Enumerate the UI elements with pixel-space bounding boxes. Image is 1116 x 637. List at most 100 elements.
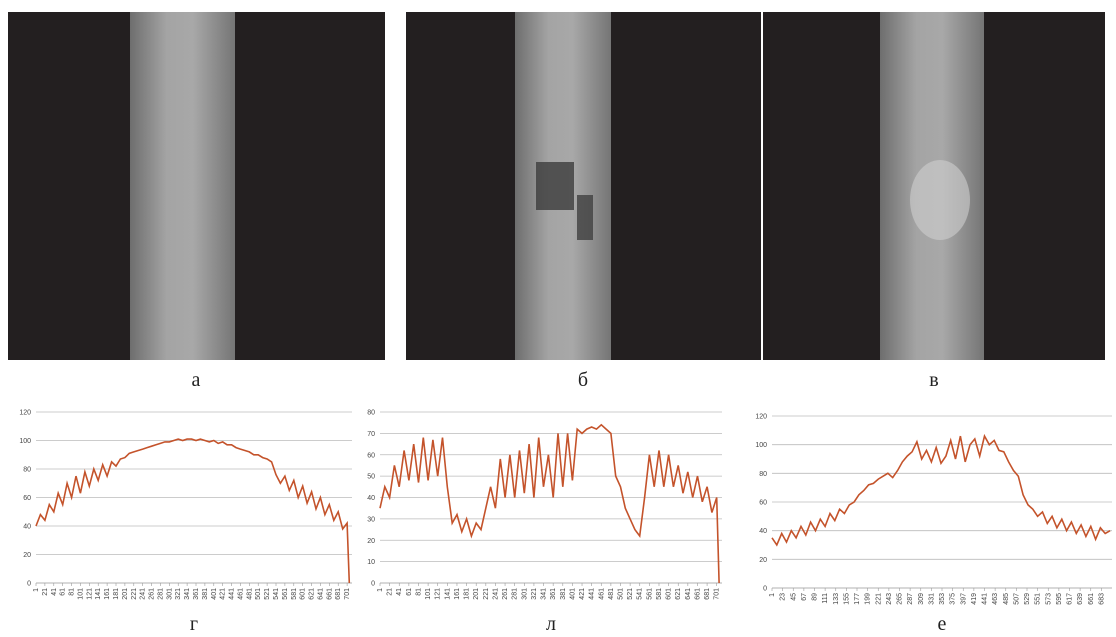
x-tick-label: 561 (646, 588, 653, 600)
x-tick-label: 287 (907, 593, 914, 605)
x-tick-label: 101 (425, 588, 432, 600)
photo-caption: б (578, 369, 588, 391)
x-tick-label: 501 (255, 588, 262, 600)
x-tick-label: 199 (865, 593, 872, 605)
x-tick-label: 441 (229, 588, 236, 600)
x-tick-label: 521 (627, 588, 634, 600)
x-tick-label: 617 (1067, 593, 1074, 605)
photo-caption: а (192, 369, 201, 391)
x-tick-label: 641 (685, 588, 692, 600)
x-tick-label: 353 (939, 593, 946, 605)
chart-caption: л (546, 613, 556, 635)
x-tick-label: 81 (69, 588, 76, 596)
x-tick-label: 221 (483, 588, 490, 600)
x-tick-label: 121 (86, 588, 93, 600)
x-tick-label: 561 (282, 588, 289, 600)
x-tick-label: 595 (1056, 593, 1063, 605)
x-tick-label: 61 (406, 588, 413, 596)
x-tick-label: 1 (769, 593, 776, 597)
x-tick-label: 375 (950, 593, 957, 605)
y-tick-label: 80 (23, 467, 31, 474)
x-tick-label: 181 (113, 588, 120, 600)
x-tick-label: 681 (704, 588, 711, 600)
y-tick-label: 100 (755, 442, 767, 449)
x-tick-label: 521 (264, 588, 271, 600)
x-tick-label: 441 (589, 588, 596, 600)
x-tick-label: 181 (464, 588, 471, 600)
x-tick-label: 541 (637, 588, 644, 600)
x-tick-label: 23 (780, 593, 787, 601)
y-tick-label: 80 (367, 410, 375, 417)
y-tick-label: 40 (23, 524, 31, 531)
photo-c (763, 12, 1105, 360)
y-tick-label: 100 (19, 438, 31, 445)
x-tick-label: 419 (971, 593, 978, 605)
photo-b (406, 12, 761, 360)
x-tick-label: 241 (140, 588, 147, 600)
y-tick-label: 70 (367, 431, 375, 438)
x-tick-label: 1 (377, 588, 384, 592)
x-tick-label: 401 (211, 588, 218, 600)
x-tick-label: 701 (344, 588, 351, 600)
x-tick-label: 661 (326, 588, 333, 600)
y-tick-label: 80 (759, 471, 767, 478)
data-line (379, 423, 720, 584)
y-tick-label: 40 (367, 495, 375, 502)
x-tick-label: 177 (854, 593, 861, 605)
x-tick-label: 581 (656, 588, 663, 600)
x-tick-label: 261 (149, 588, 156, 600)
x-tick-label: 133 (833, 593, 840, 605)
y-tick-label: 20 (23, 552, 31, 559)
x-tick-label: 551 (1035, 593, 1042, 605)
x-tick-label: 421 (579, 588, 586, 600)
x-tick-label: 361 (193, 588, 200, 600)
y-tick-label: 0 (763, 586, 767, 593)
chart-caption: е (938, 613, 947, 635)
x-tick-label: 121 (435, 588, 442, 600)
x-tick-label: 141 (444, 588, 451, 600)
x-tick-label: 89 (812, 593, 819, 601)
x-tick-label: 261 (502, 588, 509, 600)
x-tick-label: 301 (521, 588, 528, 600)
x-tick-label: 67 (801, 593, 808, 601)
x-tick-label: 81 (415, 588, 422, 596)
y-tick-label: 10 (367, 559, 375, 566)
x-tick-label: 161 (104, 588, 111, 600)
x-tick-label: 309 (918, 593, 925, 605)
x-tick-label: 501 (618, 588, 625, 600)
x-tick-label: 581 (291, 588, 298, 600)
x-tick-label: 481 (246, 588, 253, 600)
data-line (35, 438, 351, 584)
photo-caption: в (929, 369, 938, 391)
x-tick-label: 221 (875, 593, 882, 605)
x-tick-label: 101 (77, 588, 84, 600)
y-tick-label: 60 (759, 500, 767, 507)
x-tick-label: 481 (608, 588, 615, 600)
x-tick-label: 401 (569, 588, 576, 600)
x-tick-label: 201 (122, 588, 129, 600)
x-tick-label: 421 (220, 588, 227, 600)
x-tick-label: 341 (541, 588, 548, 600)
x-tick-label: 301 (166, 588, 173, 600)
x-tick-label: 265 (897, 593, 904, 605)
y-tick-label: 60 (367, 452, 375, 459)
x-tick-label: 45 (790, 593, 797, 601)
x-tick-label: 507 (1013, 593, 1020, 605)
x-tick-label: 111 (822, 593, 829, 604)
y-tick-label: 120 (19, 410, 31, 417)
x-tick-label: 621 (309, 588, 316, 600)
y-tick-label: 120 (755, 414, 767, 421)
x-tick-label: 541 (273, 588, 280, 600)
x-tick-label: 661 (694, 588, 701, 600)
x-tick-label: 221 (131, 588, 138, 600)
x-tick-label: 639 (1077, 593, 1084, 605)
x-tick-label: 331 (928, 593, 935, 605)
x-tick-label: 461 (598, 588, 605, 600)
x-tick-label: 397 (960, 593, 967, 605)
y-tick-label: 0 (27, 581, 31, 588)
x-tick-label: 201 (473, 588, 480, 600)
x-tick-label: 281 (512, 588, 519, 600)
photo-a (8, 12, 385, 360)
x-tick-label: 485 (1003, 593, 1010, 605)
